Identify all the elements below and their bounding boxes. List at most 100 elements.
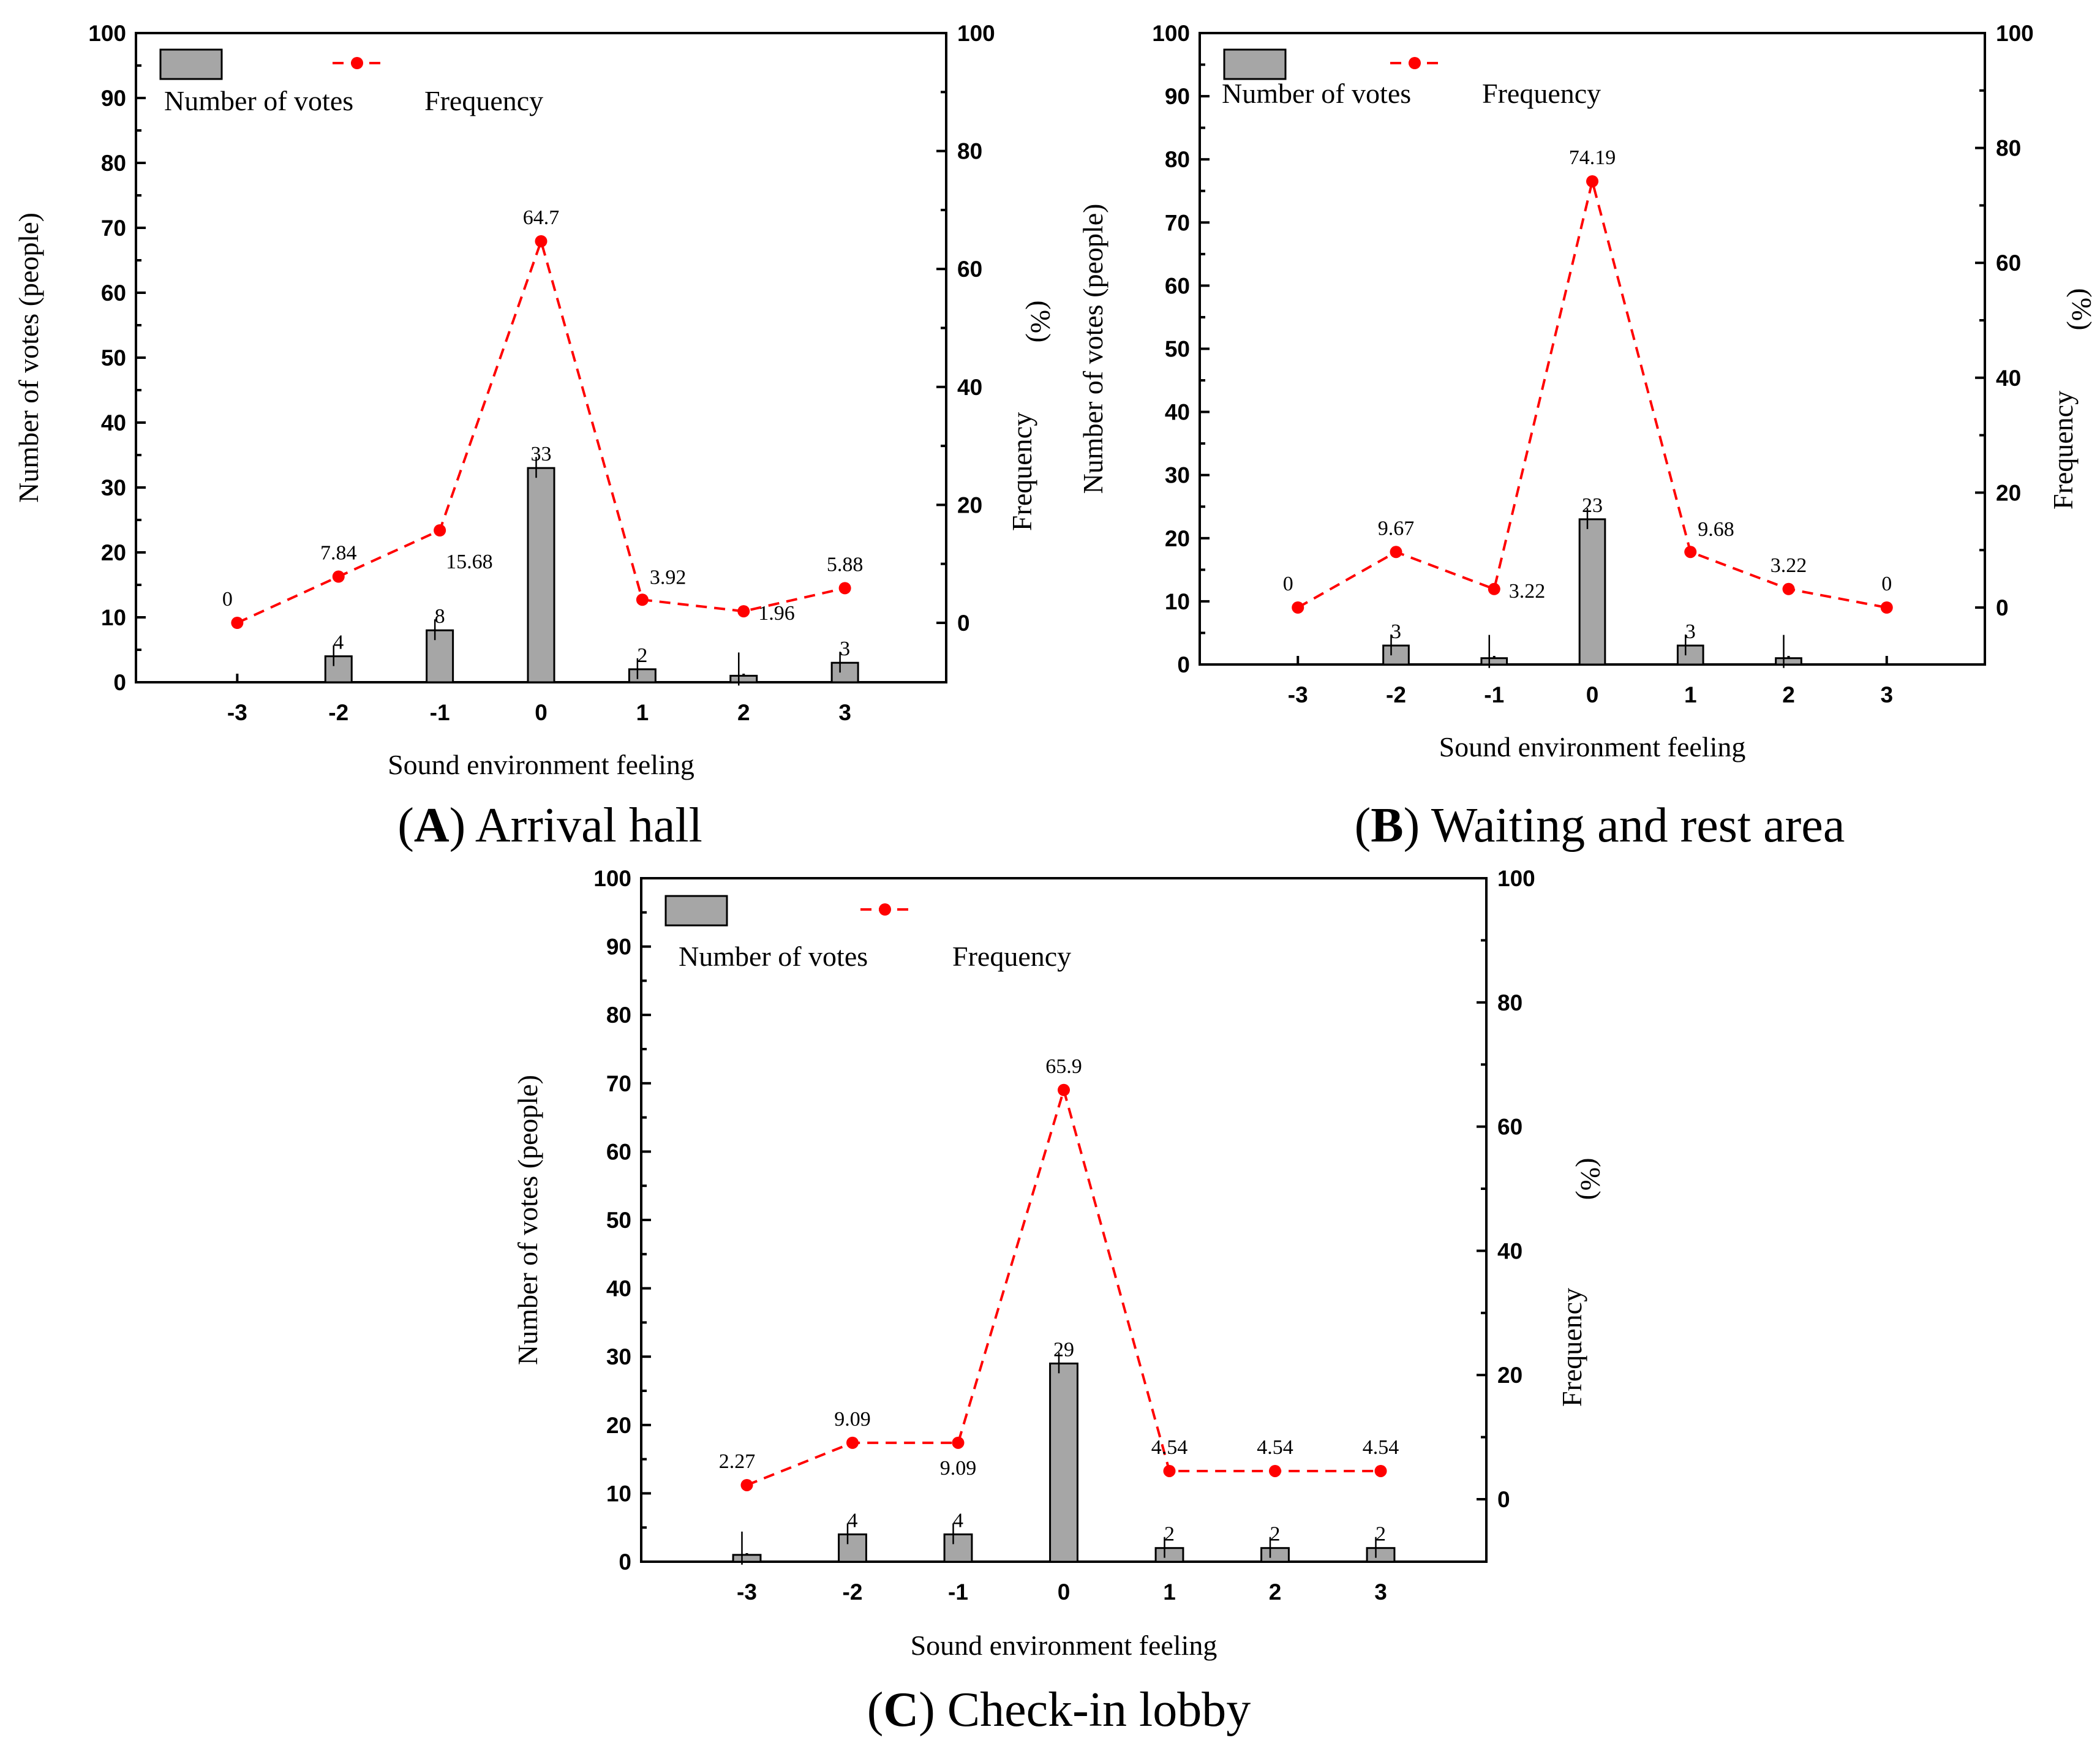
frequency-point — [1782, 582, 1795, 595]
frequency-point — [1586, 175, 1598, 188]
left-axis-tick-label: 70 — [1165, 210, 1190, 235]
left-axis-tick-label: 20 — [101, 540, 126, 565]
left-axis-tick-label: 100 — [593, 866, 631, 891]
right-axis-tick-label: 80 — [1996, 136, 2021, 161]
bar — [426, 629, 454, 683]
left-axis-tick-label: 10 — [1165, 589, 1190, 614]
x-axis-tick-label: -1 — [430, 700, 450, 725]
frequency-value-label: 9.09 — [834, 1408, 871, 1431]
left-axis-tick-label: 80 — [101, 151, 126, 176]
bar — [1366, 1547, 1396, 1563]
legend-bar-swatch — [1223, 48, 1287, 80]
right-axis-tick-label: 40 — [1996, 366, 2021, 391]
left-axis-tick-label: 100 — [88, 21, 126, 46]
bar-value-label: 23 — [1582, 494, 1603, 517]
x-axis-tick-label: 3 — [1374, 1579, 1387, 1605]
panel-caption: (A) Arrival hall — [397, 799, 702, 853]
frequency-point — [1880, 601, 1893, 614]
bar-value-label: 4 — [848, 1509, 858, 1532]
left-axis-tick-label: 30 — [606, 1344, 631, 1369]
bar — [628, 668, 657, 683]
frequency-point — [1488, 582, 1500, 595]
panel-caption-text: ) Arrival hall — [450, 799, 702, 853]
x-axis-tick-label: 0 — [535, 700, 548, 725]
legend-line-label: Frequency — [952, 941, 1071, 972]
left-axis-tick-label: 60 — [1165, 273, 1190, 298]
frequency-value-label: 65.9 — [1045, 1055, 1082, 1078]
frequency-value-label: 9.67 — [1378, 517, 1415, 540]
x-axis-title: Sound environment feeling — [1439, 731, 1746, 762]
x-axis-title: Sound environment feeling — [388, 749, 694, 780]
left-axis-tick-label: 90 — [101, 86, 126, 111]
legend: Number of votes Frequency — [159, 48, 543, 116]
left-axis-tick-label: 40 — [606, 1276, 631, 1301]
frequency-value-label: 4.54 — [1363, 1436, 1399, 1459]
bar — [1382, 644, 1410, 666]
x-axis-tick-label: 2 — [737, 700, 750, 725]
bar — [1676, 644, 1704, 666]
x-axis-tick-label: 1 — [636, 700, 649, 725]
left-axis-tick-label: 60 — [101, 280, 126, 306]
bar — [1154, 1547, 1184, 1563]
panel-caption-letter: B — [1371, 799, 1403, 853]
left-axis-title: Number of votes (people) — [512, 1075, 543, 1365]
left-axis-tick-label: 60 — [606, 1139, 631, 1164]
panel-caption: (B) Waiting and rest area — [1355, 799, 1845, 853]
right-axis-tick-label: 80 — [957, 139, 982, 164]
frequency-value-label: 1.96 — [758, 602, 795, 625]
frequency-value-label: 7.84 — [320, 542, 357, 565]
left-axis-tick-label: 70 — [606, 1071, 631, 1096]
bar — [527, 467, 555, 683]
frequency-value-label: 0 — [1283, 573, 1293, 595]
x-axis-tick-label: 1 — [1163, 1579, 1176, 1605]
left-axis-tick-label: 90 — [606, 935, 631, 960]
left-axis-tick-label: 20 — [1165, 526, 1190, 551]
left-axis-tick-label: 10 — [606, 1481, 631, 1506]
frequency-point — [838, 582, 851, 595]
right-axis-tick-label: 60 — [1497, 1115, 1522, 1140]
right-axis-tick-label: 80 — [1497, 990, 1522, 1015]
right-axis-tick-label: 60 — [957, 257, 982, 282]
frequency-value-label: 15.68 — [446, 551, 493, 573]
frequency-value-label: 64.7 — [523, 206, 560, 229]
legend-bar-swatch — [664, 895, 728, 927]
frequency-value-label: 9.68 — [1698, 518, 1734, 541]
left-axis-tick-label: 40 — [101, 410, 126, 435]
bar — [1049, 1362, 1078, 1563]
bar-value-label: 29 — [1053, 1338, 1074, 1361]
legend-bar-label: Number of votes — [679, 941, 868, 972]
frequency-point — [952, 1436, 965, 1449]
legend-bar-label: Number of votes — [1222, 78, 1411, 109]
frequency-point — [535, 235, 548, 247]
legend-line-dot — [1409, 57, 1421, 69]
right-axis-tick-label: 20 — [1497, 1363, 1522, 1388]
frequency-point — [740, 1478, 753, 1491]
legend-line-dot — [351, 57, 363, 69]
left-axis-tick-label: 20 — [606, 1413, 631, 1438]
right-axis-unit: (%) — [1575, 1158, 1606, 1200]
left-axis-tick-label: 70 — [101, 216, 126, 241]
frequency-value-label: 9.09 — [940, 1457, 977, 1480]
bar — [943, 1533, 973, 1563]
legend-line-label: Frequency — [424, 85, 543, 116]
bar-value-label: 2 — [1270, 1523, 1281, 1546]
x-axis-tick-label: -1 — [948, 1579, 968, 1605]
left-axis-tick-label: 50 — [1165, 337, 1190, 362]
legend: Number of votes Frequency — [1222, 48, 1601, 109]
right-axis-title: Frequency — [2047, 391, 2079, 510]
panel-caption-text: ) Waiting and rest area — [1404, 799, 1845, 853]
x-axis-title: Sound environment feeling — [911, 1630, 1217, 1661]
bar — [324, 655, 353, 683]
left-axis-tick-label: 90 — [1165, 84, 1190, 109]
left-axis-tick-label: 50 — [606, 1208, 631, 1233]
right-axis-tick-label: 60 — [1996, 250, 2021, 276]
x-axis-tick-label: -3 — [1288, 682, 1308, 707]
frequency-point — [434, 524, 446, 537]
frequency-point — [846, 1436, 859, 1449]
x-axis-tick-label: 0 — [1058, 1579, 1071, 1605]
frequency-value-label: 0 — [1881, 573, 1892, 595]
right-axis-tick-label: 20 — [1996, 480, 2021, 505]
